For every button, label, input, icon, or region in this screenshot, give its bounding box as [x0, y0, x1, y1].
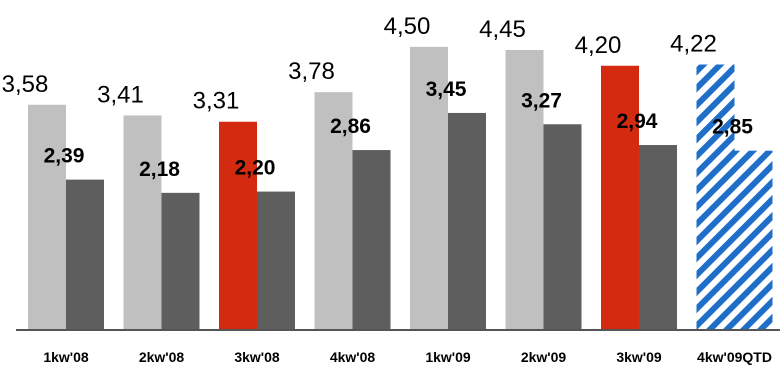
bar-light-1 — [123, 115, 162, 331]
data-label-dark-4: 3,45 — [426, 78, 467, 101]
x-tick-labels-group: 1kw'08 2kw'08 3kw'08 4kw'08 1kw'09 2kw'09 3kw'… — [43, 349, 772, 365]
bar-light-7 — [696, 64, 735, 330]
data-labels-group: 3,58 2,39 3,41 2,18 3,31 2,20 3,78 2,86 4,50 3,45… — [2, 13, 754, 181]
bar-light-3 — [314, 92, 353, 330]
bar-light-6 — [601, 65, 639, 330]
x-tick-label-5: 2kw'09 — [521, 349, 567, 365]
data-label-dark-3: 2,86 — [330, 115, 371, 138]
data-label-dark-6: 2,94 — [617, 110, 658, 133]
data-label-dark-5: 3,27 — [521, 89, 562, 112]
bar-dark-4 — [448, 112, 486, 330]
x-tick-label-3: 4kw'08 — [330, 349, 376, 365]
x-tick-label-7: 4kw'09QTD — [697, 349, 772, 365]
bar-dark-3 — [352, 150, 391, 330]
data-label-light-5: 4,45 — [479, 16, 526, 43]
data-label-dark-1: 2,18 — [139, 158, 180, 181]
data-label-light-2: 3,31 — [193, 88, 240, 115]
data-label-light-1: 3,41 — [97, 81, 144, 108]
data-label-light-3: 3,78 — [288, 58, 335, 85]
data-label-light-6: 4,20 — [575, 32, 622, 59]
bar-light-5 — [505, 50, 544, 330]
x-tick-label-0: 1kw'08 — [43, 349, 89, 365]
data-label-light-4: 4,50 — [384, 13, 431, 40]
bar-light-4 — [410, 46, 448, 330]
bar-light-2 — [219, 121, 257, 330]
data-label-light-0: 3,58 — [2, 71, 49, 98]
bar-dark-7 — [734, 150, 773, 330]
x-tick-label-4: 1kw'09 — [425, 349, 471, 365]
bar-dark-2 — [257, 191, 295, 330]
data-label-dark-7: 2,85 — [712, 116, 753, 139]
x-tick-label-2: 3kw'08 — [234, 349, 280, 365]
bar-dark-1 — [161, 192, 200, 330]
data-label-light-7: 4,22 — [670, 30, 717, 57]
x-tick-label-6: 3kw'09 — [616, 349, 662, 365]
x-tick-label-1: 2kw'08 — [139, 349, 185, 365]
bar-dark-6 — [639, 145, 677, 330]
bar-dark-5 — [543, 124, 582, 330]
bar-light-0 — [28, 104, 66, 330]
data-label-dark-2: 2,20 — [235, 157, 276, 180]
bars-group — [28, 46, 773, 331]
bar-dark-0 — [66, 179, 104, 330]
data-label-dark-0: 2,39 — [44, 145, 85, 168]
